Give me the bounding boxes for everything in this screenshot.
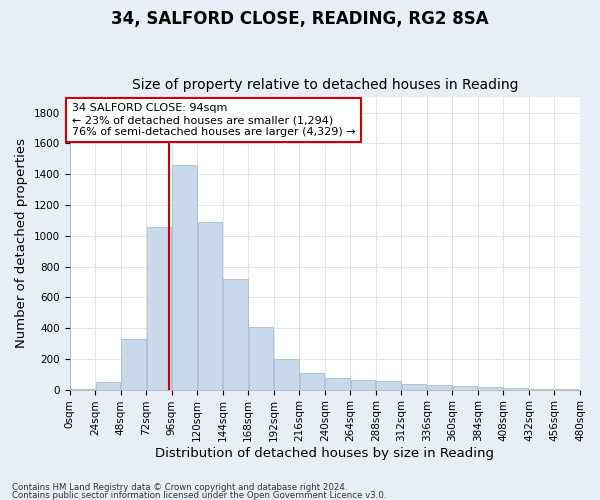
Text: Contains public sector information licensed under the Open Government Licence v3: Contains public sector information licen… (12, 491, 386, 500)
Text: 34 SALFORD CLOSE: 94sqm
← 23% of detached houses are smaller (1,294)
76% of semi: 34 SALFORD CLOSE: 94sqm ← 23% of detache… (71, 104, 355, 136)
Bar (351, 380, 375, 390)
Y-axis label: Number of detached properties: Number of detached properties (15, 138, 28, 348)
Bar (223, 279, 248, 390)
Bar (197, 222, 222, 390)
Bar (146, 226, 171, 390)
Bar (274, 359, 299, 390)
X-axis label: Distribution of detached houses by size in Reading: Distribution of detached houses by size … (155, 447, 494, 460)
Bar (427, 385, 452, 390)
Bar (453, 386, 478, 390)
Bar (402, 384, 427, 390)
Bar (172, 165, 197, 390)
Bar (504, 388, 529, 390)
Bar (300, 372, 324, 390)
Text: Contains HM Land Registry data © Crown copyright and database right 2024.: Contains HM Land Registry data © Crown c… (12, 484, 347, 492)
Bar (95, 382, 120, 390)
Bar (249, 326, 273, 390)
Title: Size of property relative to detached houses in Reading: Size of property relative to detached ho… (131, 78, 518, 92)
Bar (478, 386, 503, 390)
Bar (70, 389, 95, 390)
Bar (376, 381, 401, 390)
Bar (325, 378, 350, 390)
Text: 34, SALFORD CLOSE, READING, RG2 8SA: 34, SALFORD CLOSE, READING, RG2 8SA (111, 10, 489, 28)
Bar (529, 389, 554, 390)
Bar (121, 339, 146, 390)
